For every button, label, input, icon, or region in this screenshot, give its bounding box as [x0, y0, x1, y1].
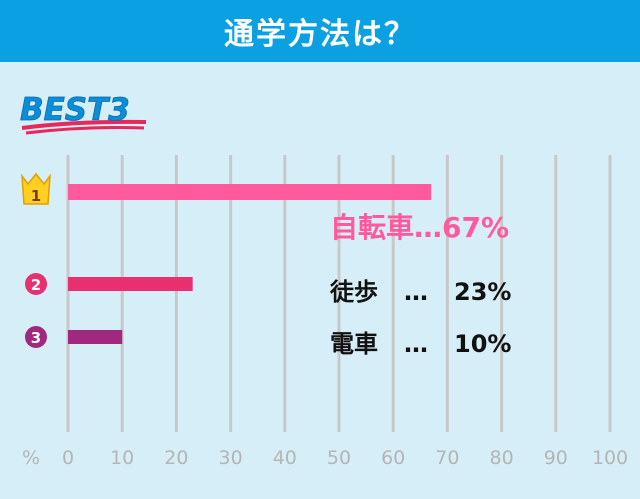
value-label-3: 10%: [454, 330, 512, 358]
x-tick-label-60: 60: [381, 447, 405, 469]
tick-layer: 0 10 20 30 40 50 60 70 80 90 100: [62, 447, 628, 469]
category-name-2: 徒歩: [330, 278, 378, 306]
rank-layer: 1 2 3: [21, 172, 51, 348]
x-axis-unit-label: %: [22, 447, 40, 469]
x-tick-label-70: 70: [435, 447, 459, 469]
bar-layer: [68, 184, 432, 344]
category-label-2: 徒歩 … 23%: [330, 272, 511, 307]
rank-label-3: 3: [31, 329, 41, 347]
header-bar: 通学方法は？: [0, 0, 640, 62]
x-tick-label-40: 40: [273, 447, 297, 469]
bar-2: [68, 277, 193, 291]
bar-3: [68, 330, 123, 344]
x-tick-label-0: 0: [62, 447, 74, 469]
x-tick-label-50: 50: [327, 447, 351, 469]
x-tick-label-80: 80: [490, 447, 514, 469]
category-label-1: 自転車…67%: [330, 206, 509, 246]
x-tick-label-30: 30: [219, 447, 243, 469]
x-tick-label-20: 20: [164, 447, 188, 469]
rank-badge-3: 3: [25, 326, 47, 348]
x-tick-label-10: 10: [110, 447, 134, 469]
x-tick-label-90: 90: [544, 447, 568, 469]
crown-icon: 1: [21, 172, 51, 205]
dots-1: …: [414, 211, 443, 244]
rank-label-2: 2: [31, 276, 41, 294]
value-label-1: 67%: [442, 211, 510, 244]
grid-layer: [66, 155, 612, 432]
category-name-1: 自転車: [330, 211, 415, 244]
x-tick-label-100: 100: [592, 447, 628, 469]
rank-label-1: 1: [31, 187, 41, 205]
page-title: 通学方法は？: [224, 17, 416, 52]
value-label-2: 23%: [454, 278, 512, 306]
best3-badge: BEST3: [20, 92, 147, 135]
category-label-3: 電車 … 10%: [330, 324, 511, 359]
rank-badge-2: 2: [25, 273, 47, 295]
dots-2: …: [404, 278, 428, 306]
best3-text: BEST3: [20, 92, 130, 128]
dots-3: …: [404, 330, 428, 358]
bar-1: [68, 184, 432, 200]
category-name-3: 電車: [330, 330, 378, 358]
